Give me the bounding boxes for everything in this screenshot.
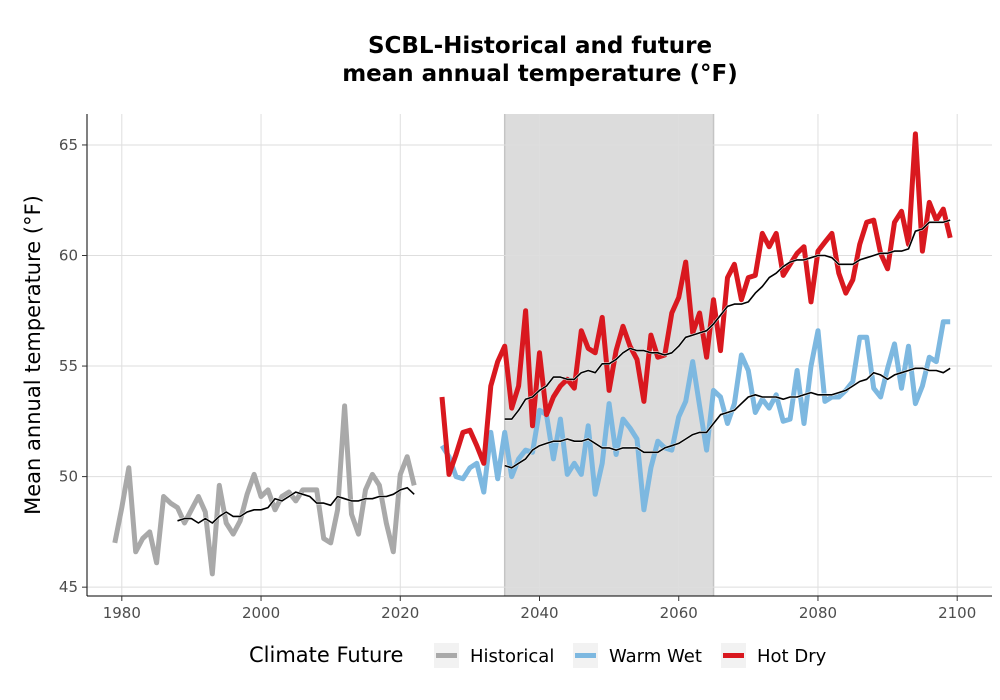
moving-average-line-1: [177, 486, 415, 524]
y-axis-title: Mean annual temperature (°F): [21, 195, 45, 515]
shaded-period: [504, 114, 714, 596]
moving-average-line-3: [504, 219, 951, 420]
x-tick-label: 2020: [381, 604, 419, 622]
shaded-period-layer: [503, 114, 715, 596]
x-tick-label: 1980: [103, 604, 141, 622]
x-tick-label: 2000: [242, 604, 280, 622]
legend-label: Warm Wet: [609, 646, 702, 667]
y-tick-label: 60: [59, 247, 78, 265]
legend-label: Historical: [470, 646, 554, 667]
chart-title-line1: SCBL-Historical and future: [368, 33, 712, 59]
moving-average-line-2: [504, 367, 951, 469]
x-tick-label: 2100: [938, 604, 976, 622]
chart-title-line2: mean annual temperature (°F): [342, 61, 738, 87]
x-tick-label: 2060: [660, 604, 698, 622]
y-tick-label: 55: [59, 357, 78, 375]
series-lines: [112, 131, 953, 577]
y-tick-label: 50: [59, 468, 78, 486]
x-tick-label: 2080: [799, 604, 837, 622]
legend-title: Climate Future: [249, 643, 403, 667]
axes: 1980 2000 2020 2040 2060 2080 2100 45 50 55 60 65: [59, 114, 992, 622]
series-line-hot-dry: [439, 131, 953, 477]
series-line-warm-wet: [439, 319, 951, 513]
y-tick-label: 65: [59, 136, 78, 154]
y-tick-label: 45: [59, 578, 78, 596]
legend-label: Hot Dry: [757, 646, 827, 667]
x-tick-label: 2040: [520, 604, 558, 622]
legend: Climate Future Historical Warm Wet Hot Dry: [249, 643, 827, 668]
series-line-historical: [112, 403, 417, 577]
